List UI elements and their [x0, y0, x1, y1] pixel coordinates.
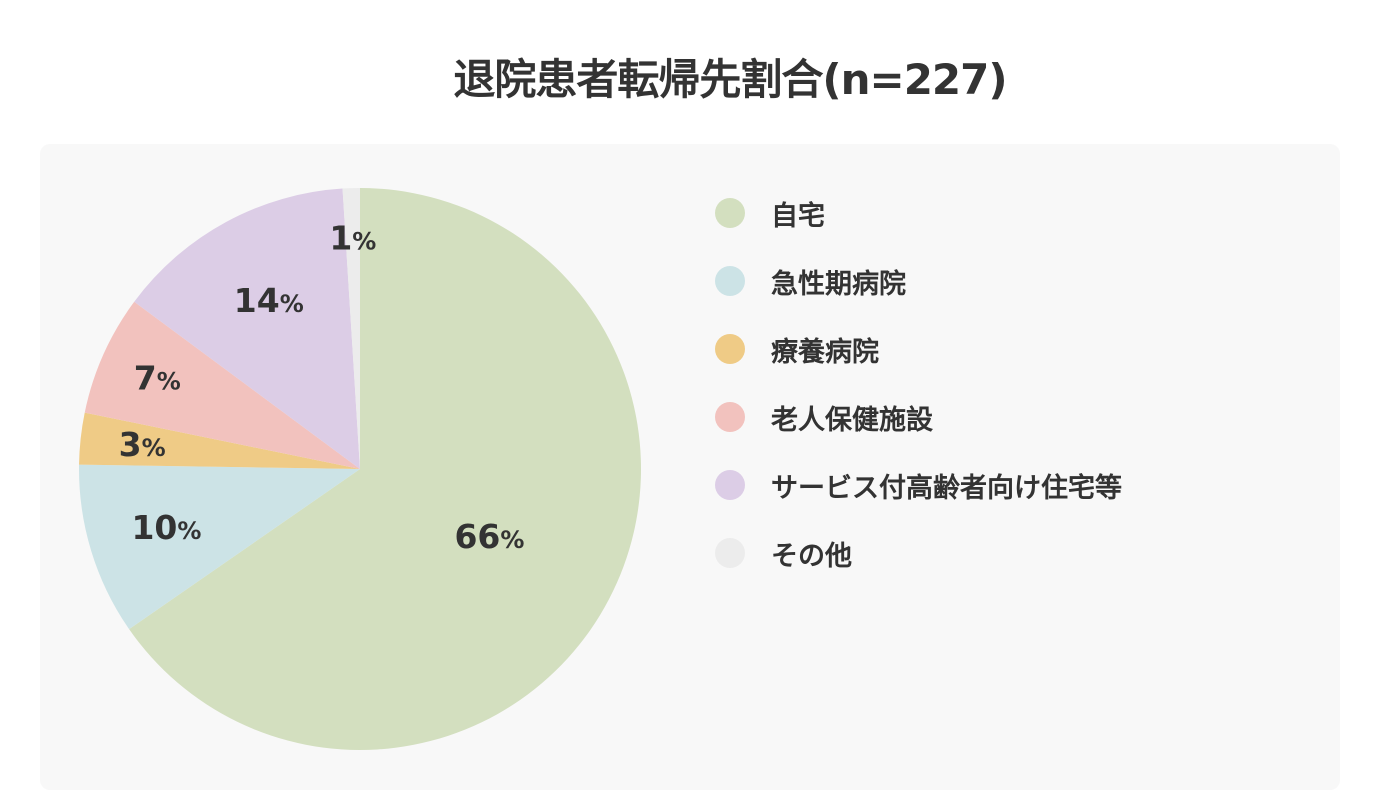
legend-swatch — [715, 334, 745, 364]
legend-item: サービス付高齢者向け住宅等 — [715, 468, 1122, 504]
slice-value-label: 1% — [329, 219, 376, 258]
pie-slice — [134, 188, 360, 469]
pie-slice — [79, 412, 360, 469]
legend-item: 急性期病院 — [715, 264, 1122, 300]
pie-chart: 66% 10% 3% 7% 14% 1% — [79, 188, 641, 751]
pie-slice — [342, 188, 360, 469]
legend-label: サービス付高齢者向け住宅等 — [771, 472, 1122, 504]
legend-swatch — [715, 266, 745, 296]
legend-swatch — [715, 198, 745, 228]
slice-value-label: 14% — [234, 281, 304, 320]
slice-value-label: 7% — [134, 358, 181, 397]
legend-item: 自宅 — [715, 196, 1122, 232]
chart-title: 退院患者転帰先割合(n=227) — [453, 55, 1007, 104]
legend-item: 老人保健施設 — [715, 400, 1122, 436]
legend-label: 老人保健施設 — [771, 404, 933, 436]
legend-label: 療養病院 — [771, 336, 879, 368]
legend-label: 急性期病院 — [771, 268, 906, 300]
legend-label: 自宅 — [771, 200, 825, 232]
slice-value-label: 3% — [119, 425, 166, 464]
legend-swatch — [715, 538, 745, 568]
legend-swatch — [715, 402, 745, 432]
legend-item: 療養病院 — [715, 332, 1122, 368]
chart-legend: 自宅急性期病院療養病院老人保健施設サービス付高齢者向け住宅等 その他 — [715, 196, 1122, 604]
pie-slice — [84, 301, 360, 469]
chart-panel: 66% 10% 3% 7% 14% 1% 自宅急性期病院療養病院老人保健施設サービス付高齢… — [40, 144, 1340, 790]
legend-swatch — [715, 470, 745, 500]
slice-value-label: 66% — [454, 517, 524, 556]
pie-slice — [79, 464, 360, 630]
slice-value-label: 10% — [131, 508, 201, 547]
legend-label: その他 — [771, 540, 852, 572]
legend-item: その他 — [715, 536, 1122, 572]
pie-slice — [129, 188, 641, 751]
